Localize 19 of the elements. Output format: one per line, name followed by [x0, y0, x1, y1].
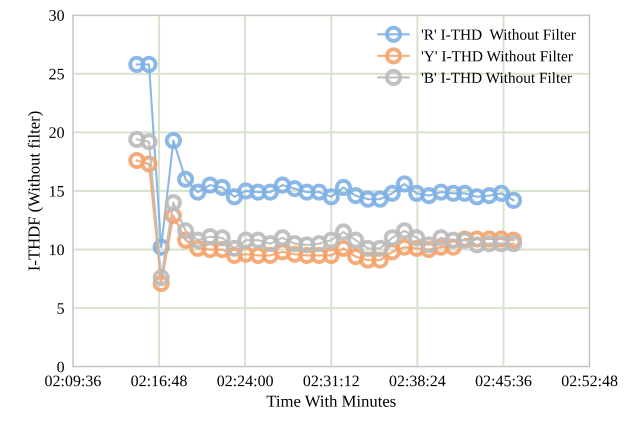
- x-tick-label: 02:52:48: [562, 376, 618, 386]
- x-tick-label: 02:38:24: [390, 376, 446, 386]
- y-tick-label: 10: [50, 244, 64, 256]
- x-tick-label: 02:16:48: [131, 376, 187, 386]
- x-axis-title: Time With Minutes: [266, 395, 396, 407]
- y-tick-label: 15: [50, 186, 64, 197]
- x-tick-label: 02:45:36: [476, 376, 532, 386]
- y-tick-label: 0: [57, 362, 64, 372]
- y-axis-title: I-THDF (Without filter): [28, 111, 44, 271]
- legend-label: 'Y' I-THD Without Filter: [422, 50, 573, 62]
- x-tick-label: 02:09:36: [45, 376, 101, 386]
- legend-label: 'R' I-THD Without Filter: [422, 29, 576, 40]
- y-tick-label: 25: [49, 68, 64, 80]
- y-tick-label: 20: [49, 127, 64, 138]
- y-tick-label: 30: [49, 10, 64, 21]
- legend-label: 'B' I-THD Without Filter: [422, 72, 572, 84]
- x-tick-label: 02:24:00: [217, 376, 273, 386]
- x-tick-label: 02:31:12: [303, 376, 359, 386]
- y-tick-label: 5: [58, 303, 64, 314]
